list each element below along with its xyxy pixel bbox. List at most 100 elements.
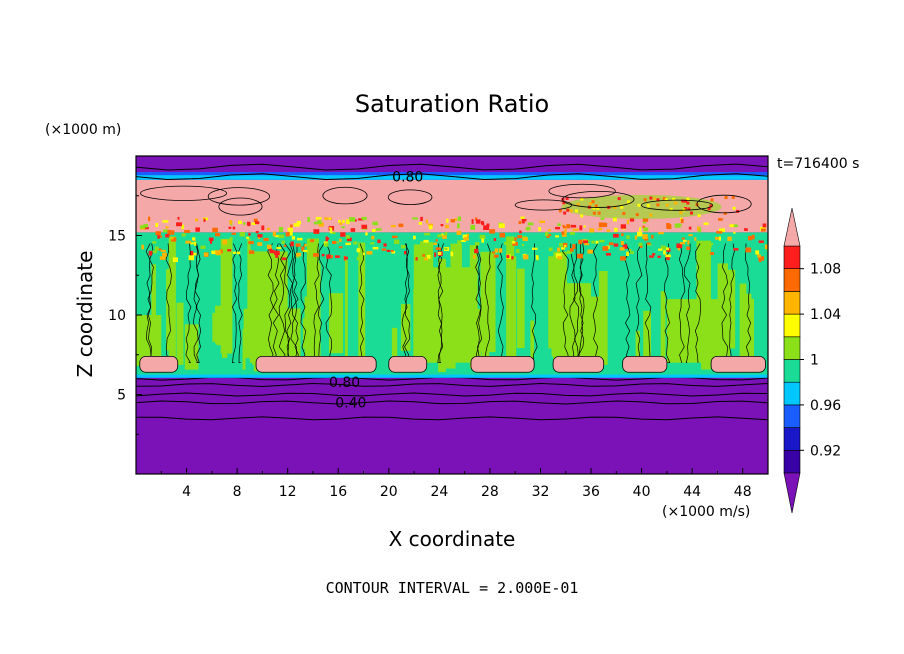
transition-speck: [493, 254, 499, 258]
transition-speck: [521, 243, 524, 247]
transition-speck: [660, 245, 666, 250]
transition-speck: [291, 236, 296, 240]
transition-speck: [290, 241, 294, 247]
transition-speck: [688, 234, 693, 237]
transition-speck: [313, 229, 320, 234]
blue-band-top: [136, 171, 768, 176]
transition-speck: [599, 239, 605, 243]
lime-plume: [506, 236, 515, 370]
lime-plume: [480, 251, 496, 353]
transition-speck: [613, 243, 619, 247]
transition-speck: [285, 232, 290, 237]
transition-speck: [456, 230, 462, 235]
contour-line: [562, 243, 569, 364]
transition-speck: [283, 244, 287, 247]
transition-speck: [479, 234, 486, 240]
transition-speck: [141, 244, 144, 250]
transition-speck: [418, 221, 422, 225]
transition-speck: [247, 223, 250, 227]
transition-speck: [566, 208, 570, 212]
lime-plume: [743, 298, 754, 362]
transition-speck: [155, 231, 161, 236]
transition-speck: [679, 224, 682, 227]
transition-speck: [248, 232, 251, 236]
y-tick-label: 10: [108, 308, 126, 324]
lime-plume: [220, 238, 233, 354]
lime-patch: [666, 299, 731, 363]
transition-speck: [239, 232, 246, 237]
contour-line: [644, 243, 652, 364]
transition-speck: [296, 252, 302, 257]
transition-speck: [583, 225, 586, 228]
transition-speck: [511, 256, 514, 260]
x-tick-label: 16: [329, 484, 347, 500]
transition-speck: [257, 234, 263, 238]
transition-speck: [498, 223, 505, 228]
transition-speck: [724, 196, 728, 200]
transition-speck: [683, 207, 687, 211]
transition-speck: [350, 228, 356, 232]
transition-speck: [246, 236, 250, 239]
transition-speck: [366, 251, 373, 255]
transition-speck: [547, 229, 552, 232]
lime-plume: [548, 256, 556, 349]
transition-speck: [635, 213, 639, 217]
transition-speck: [584, 243, 590, 246]
contour-label: 0.80: [392, 170, 423, 186]
transition-speck: [619, 247, 625, 251]
transition-speck: [591, 200, 595, 204]
contour-line: [401, 243, 408, 364]
y-unit-label: (×1000 m): [45, 122, 121, 138]
transition-speck: [570, 231, 575, 235]
transition-speck: [415, 257, 418, 261]
transition-speck: [523, 254, 529, 260]
contour-line: [696, 194, 752, 214]
pink-lens: [552, 355, 605, 373]
transition-speck: [356, 248, 361, 253]
transition-speck: [562, 224, 565, 227]
transition-speck: [266, 244, 272, 249]
transition-speck: [139, 225, 146, 229]
y-axis-title: Z coordinate: [73, 251, 97, 378]
transition-speck: [758, 257, 762, 263]
transition-speck: [392, 235, 398, 239]
transition-speck: [162, 220, 169, 223]
transition-speck: [600, 217, 605, 220]
contour-line: [185, 243, 192, 364]
lime-plume: [589, 296, 600, 364]
colorbar-label: 1.04: [810, 307, 841, 323]
transition-speck: [325, 236, 328, 242]
transition-speck: [517, 235, 523, 239]
transition-speck: [293, 223, 300, 227]
transition-speck: [188, 255, 195, 261]
transition-speck: [666, 224, 672, 230]
x-tick-label: 12: [279, 484, 297, 500]
colorbar-over-arrow: [783, 207, 801, 247]
contour-line: [313, 243, 320, 364]
contour-line: [531, 243, 538, 364]
transition-speck: [228, 226, 232, 229]
transition-speck: [696, 250, 703, 254]
transition-speck: [313, 221, 318, 225]
transition-speck: [463, 237, 469, 241]
transition-speck: [561, 247, 565, 250]
contour-line: [140, 185, 228, 201]
transition-speck: [423, 239, 429, 243]
transition-speck: [683, 239, 687, 242]
contour-line: [278, 243, 286, 364]
pink-lens: [139, 355, 179, 373]
transition-speck: [442, 235, 447, 239]
transition-speck: [303, 250, 308, 253]
colorbar-label: 1: [810, 353, 819, 369]
transition-speck: [394, 239, 400, 245]
transition-speck: [227, 249, 232, 252]
transition-speck: [255, 230, 259, 234]
transition-speck: [591, 240, 595, 244]
transition-speck: [562, 201, 566, 205]
transition-speck: [329, 228, 333, 234]
transition-speck: [428, 225, 433, 230]
lime-plume: [176, 302, 184, 365]
transition-speck: [424, 257, 429, 261]
contour-line: [272, 243, 280, 364]
lime-patch: [249, 251, 288, 363]
